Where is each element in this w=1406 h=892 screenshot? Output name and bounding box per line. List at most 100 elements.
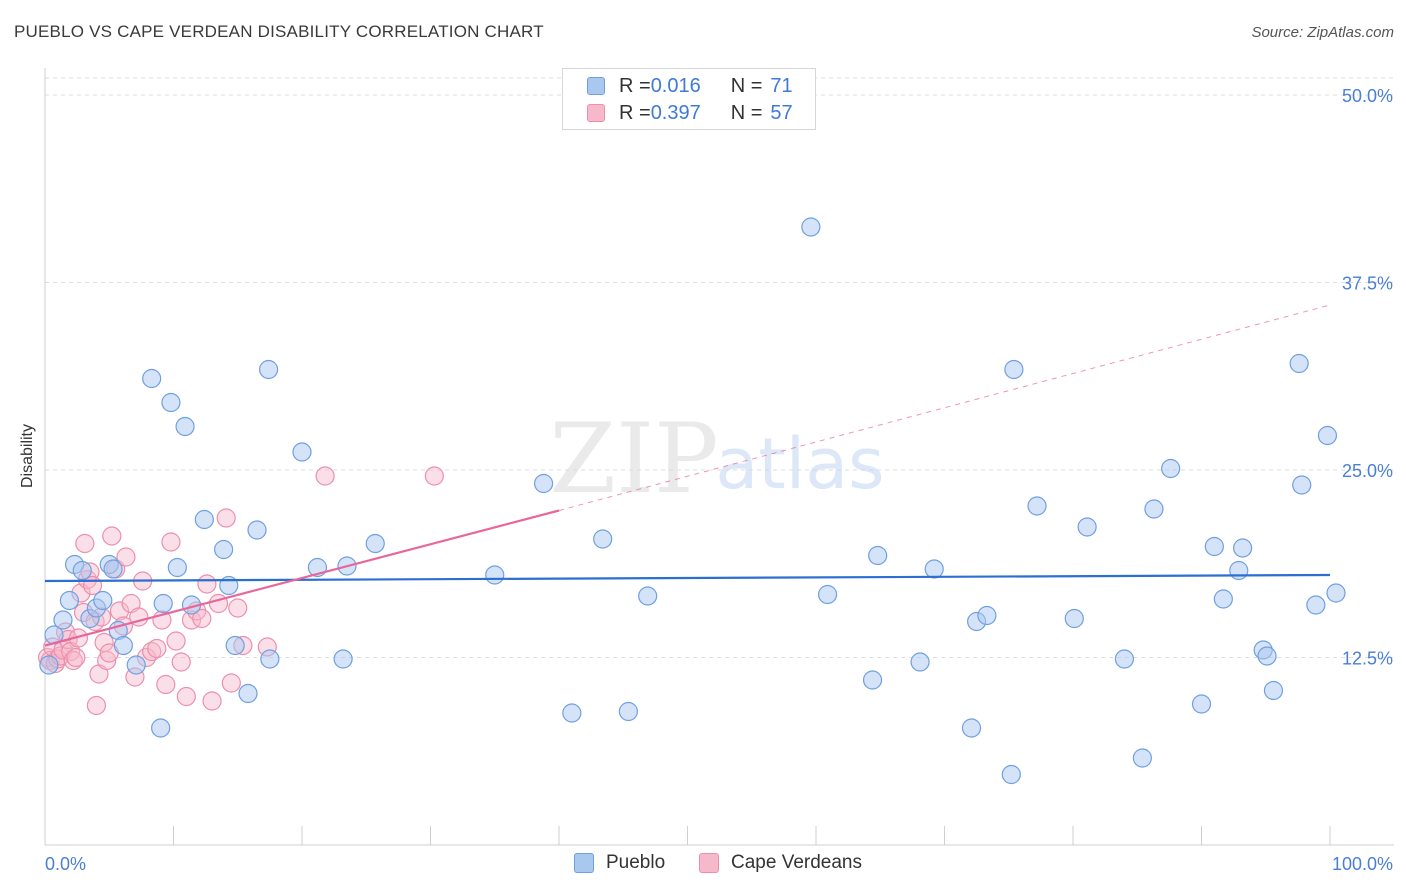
pueblo-point (53, 610, 73, 630)
pueblo-point (1004, 359, 1024, 380)
pueblo-point (247, 520, 267, 540)
legend-r-value: 0.016 (650, 74, 701, 97)
cape-verdeans-point (192, 608, 212, 629)
pueblo-point (910, 652, 930, 672)
pueblo-point (862, 670, 883, 690)
pueblo-point (260, 649, 280, 669)
pueblo-point (1191, 694, 1212, 714)
y-tick-label-3: 50.0% (1342, 86, 1393, 106)
legend-n-value: 57 (770, 101, 793, 124)
cape-verdeans-point (63, 650, 83, 671)
pueblo-point (39, 655, 59, 675)
pueblo-point (292, 442, 312, 462)
legend-r-label: R = (619, 74, 651, 97)
pueblo-point (167, 557, 187, 578)
series-swatch-cape-verdeans (699, 853, 719, 873)
pueblo-point (93, 590, 113, 611)
cape-verdeans-point (97, 650, 117, 671)
cape-verdeans-point (102, 526, 122, 546)
pueblo-point (194, 509, 214, 530)
watermark-zip: ZIP (549, 403, 718, 515)
pueblo-point (961, 718, 982, 738)
grid-lines (45, 77, 1394, 658)
pueblo-point (161, 392, 181, 413)
pueblo-point (1077, 517, 1097, 537)
pueblo-point (333, 649, 353, 669)
legend-n-value: 71 (770, 74, 793, 97)
pueblo-point (238, 683, 258, 704)
pueblo-point (924, 559, 944, 579)
tick-labels: 12.5% 25.0% 37.5% 50.0% 0.0% 100.0% (45, 86, 1393, 874)
cape-verdeans-point (171, 652, 191, 672)
pueblo-point (1144, 499, 1164, 519)
legend-n-label: N = (730, 101, 763, 124)
cape-verdeans-point (216, 508, 236, 528)
pueblo-point (533, 473, 554, 494)
pueblo-point (977, 605, 997, 626)
x-tick-label-min: 0.0% (45, 854, 86, 874)
cape-verdeans-point (166, 631, 186, 651)
series-legend-pueblo[interactable]: Pueblo (574, 852, 665, 874)
pueblo-point (214, 539, 234, 560)
pueblo-point (868, 545, 888, 566)
cape-verdeans-point (315, 466, 335, 486)
cape-verdeans-trend-line (44, 509, 560, 647)
pueblo-point (103, 559, 123, 579)
x-tick-label-max: 100.0% (1332, 854, 1393, 874)
series-legend: Pueblo Cape Verdeans (0, 852, 1406, 878)
pueblo-point (175, 416, 195, 437)
pueblo-point (1233, 538, 1253, 558)
cape-verdeans-points (37, 466, 444, 716)
legend-r-value: 0.397 (650, 101, 701, 124)
pueblo-point (1213, 589, 1233, 609)
pueblo-point (1204, 536, 1224, 557)
legend-swatch-cape-verdeans (587, 104, 605, 122)
cape-verdeans-point (176, 686, 196, 707)
pueblo-point (1289, 353, 1309, 374)
pueblo-point (593, 529, 613, 549)
pueblo-point (817, 584, 838, 605)
pueblo-point (1317, 425, 1338, 446)
pueblo-point (1114, 649, 1135, 669)
pueblo-point (1064, 608, 1084, 629)
pueblo-point (153, 593, 173, 614)
cape-verdeans-point (109, 601, 130, 621)
pueblo-point (1263, 680, 1284, 701)
pueblo-point (618, 701, 638, 722)
pueblo-point (562, 703, 582, 723)
cape-verdeans-point (156, 674, 176, 695)
legend-swatch-pueblo (587, 77, 605, 95)
series-legend-cape-verdeans[interactable]: Cape Verdeans (699, 852, 862, 874)
cape-verdeans-point (75, 533, 95, 554)
pueblo-point (1229, 560, 1249, 581)
pueblo-point (1326, 583, 1346, 603)
cape-verdeans-point (147, 638, 167, 659)
pueblo-point (1306, 595, 1326, 615)
legend-r-label: R = (619, 101, 651, 124)
y-tick-label-0: 12.5% (1342, 649, 1393, 669)
pueblo-trend-line (44, 573, 1331, 583)
trend-lines (44, 304, 1331, 647)
pueblo-points (39, 217, 1346, 785)
pueblo-point (258, 359, 279, 380)
watermark: ZIP atlas (549, 403, 884, 515)
pueblo-point (142, 368, 162, 389)
cape-verdeans-trend-extension (558, 304, 1331, 511)
pueblo-point (1001, 764, 1021, 785)
pueblo-point (801, 217, 821, 237)
legend-row-cape-verdeans: R = 0.397 N = 57 (587, 100, 793, 126)
pueblo-point (1027, 496, 1047, 516)
cape-verdeans-point (66, 647, 86, 668)
pueblo-point (126, 655, 146, 675)
legend-row-pueblo: R = 0.016 N = 71 (587, 73, 793, 99)
source-credit: Source: ZipAtlas.com (1251, 24, 1394, 41)
cape-verdeans-point (197, 574, 217, 594)
pueblo-point (59, 590, 80, 611)
legend-n-label: N = (730, 74, 763, 97)
pueblo-point (1292, 475, 1312, 495)
cape-verdeans-point (424, 466, 444, 486)
series-swatch-pueblo (574, 853, 594, 873)
pueblo-point (151, 718, 171, 738)
axes (44, 68, 1394, 846)
y-tick-label-2: 37.5% (1342, 274, 1393, 294)
